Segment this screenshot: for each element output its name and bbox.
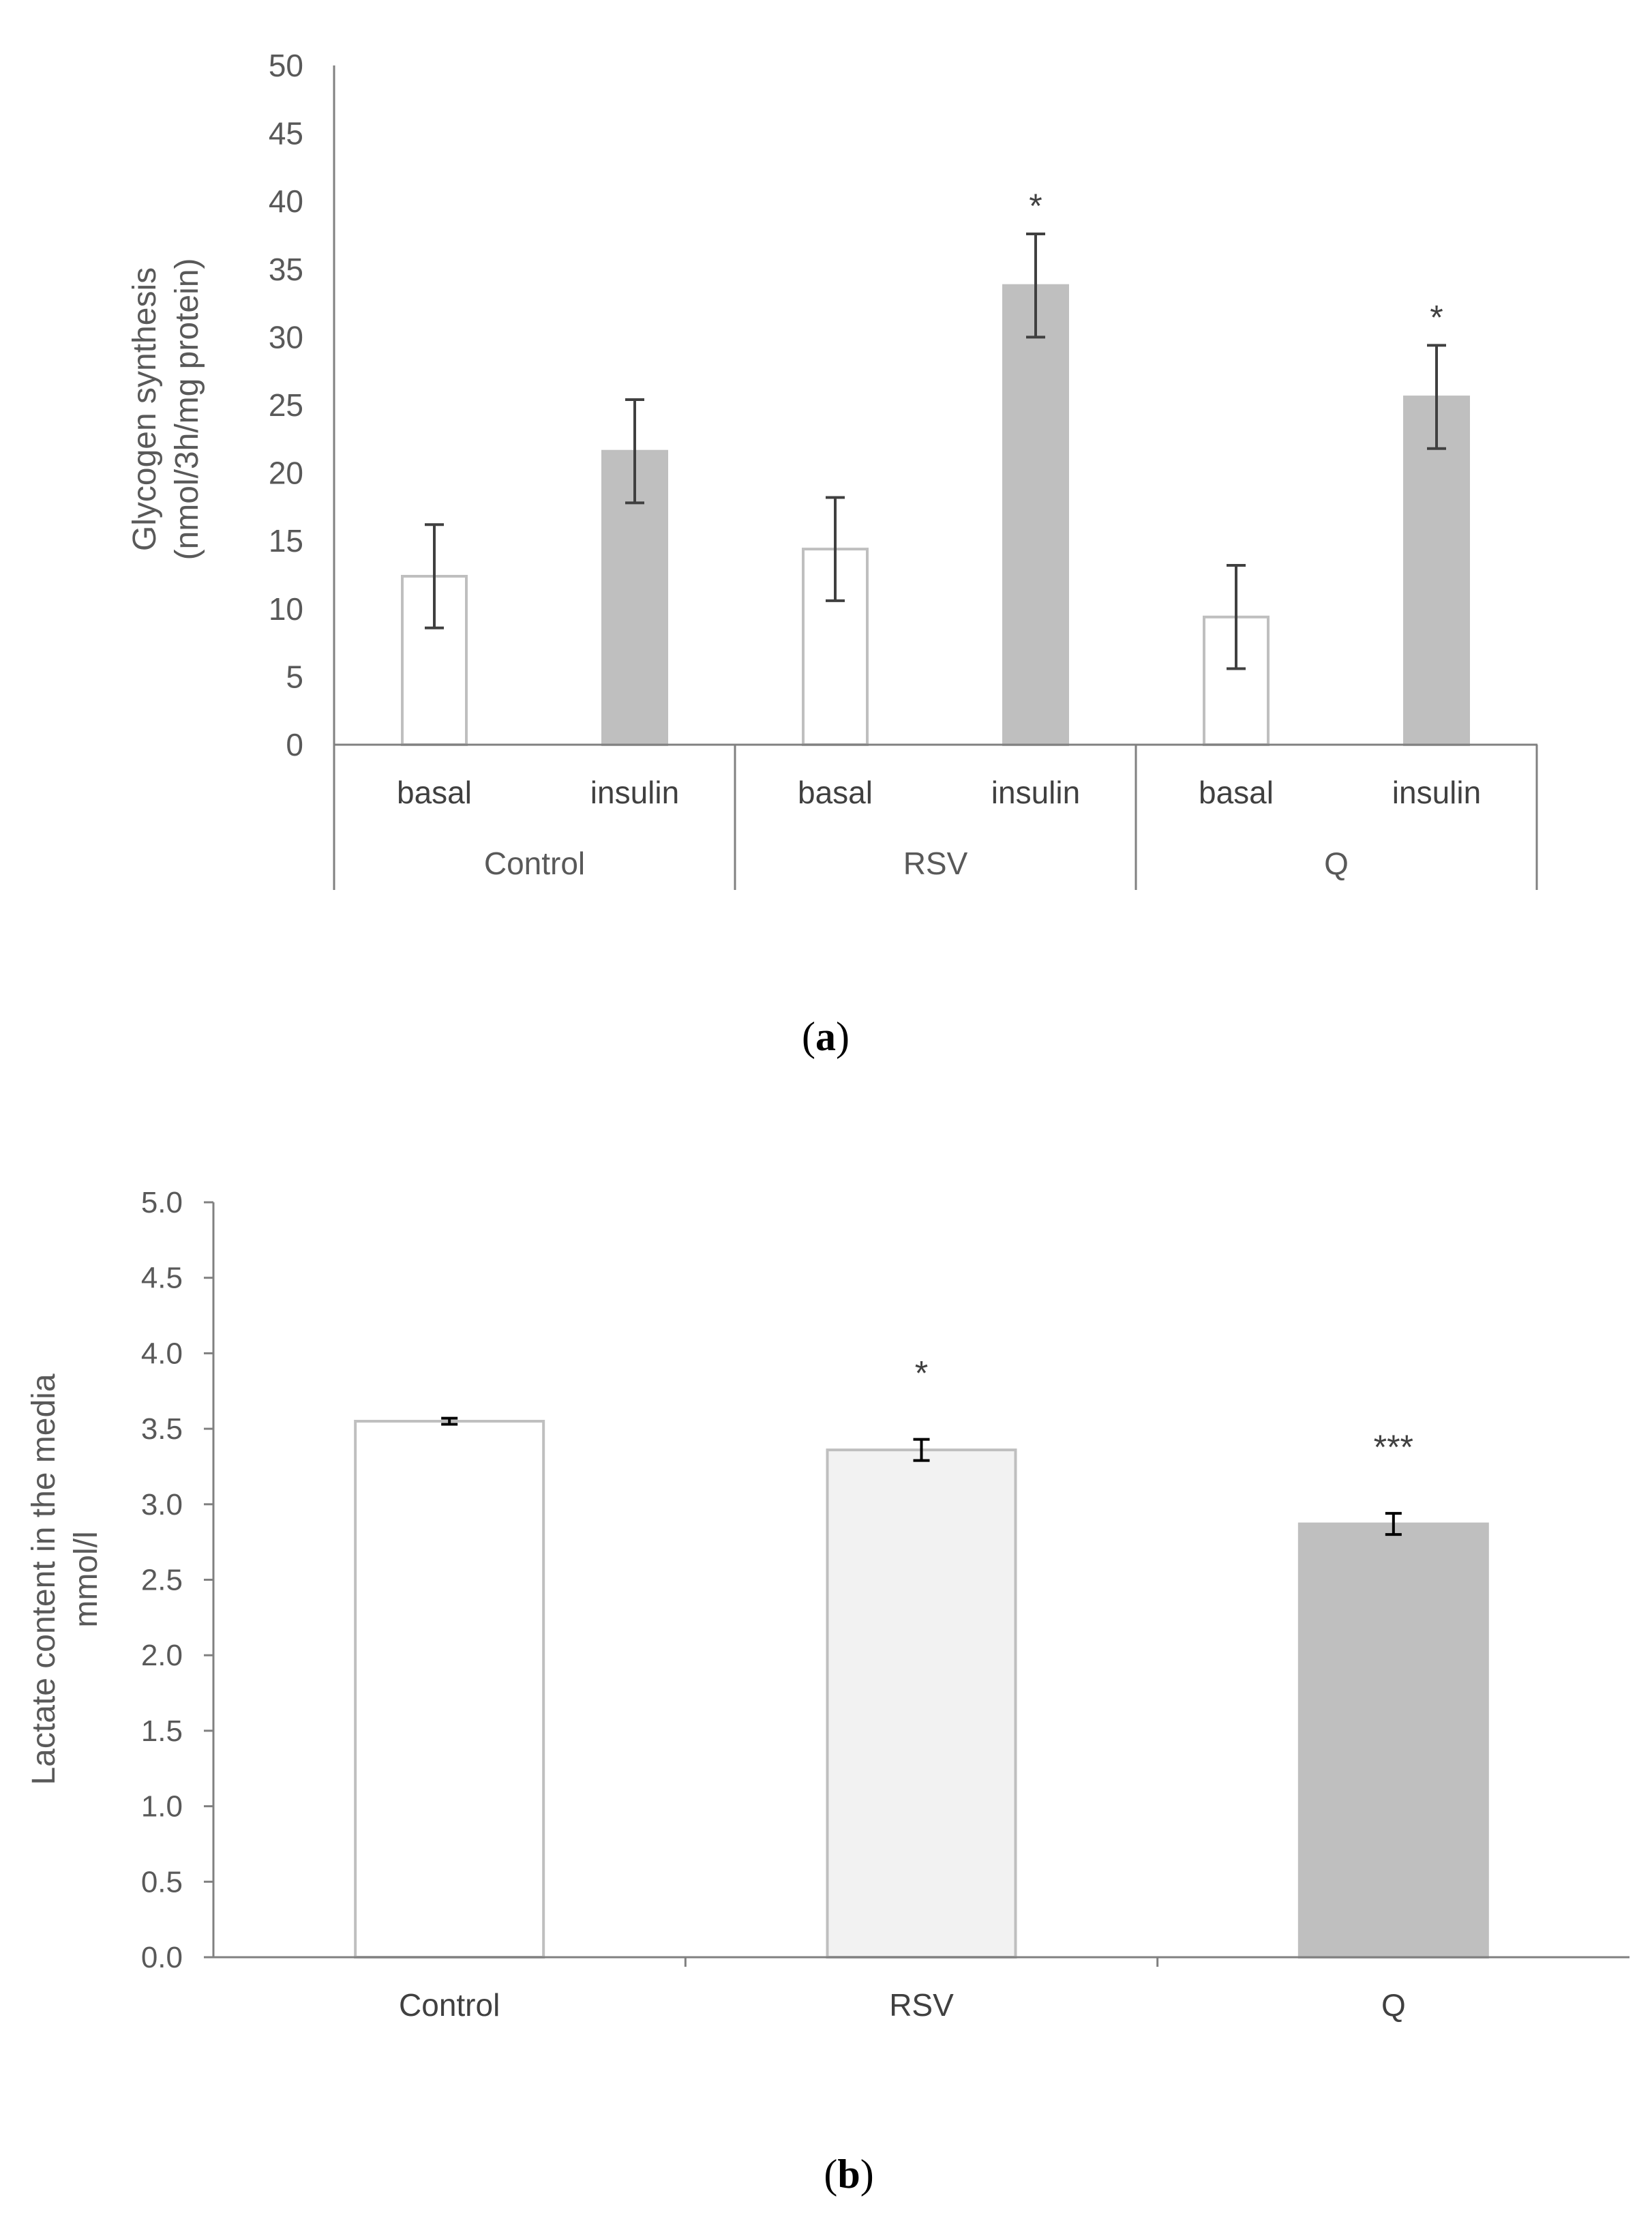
- bar-rsv: [826, 1448, 1017, 1959]
- x-category-label: insulin: [590, 775, 679, 810]
- y-tick-label: 5: [286, 659, 303, 694]
- y-tick-label: 50: [269, 48, 303, 83]
- y-axis-label-line-1: Glycogen synthesis: [127, 267, 163, 551]
- x-category-label: basal: [397, 775, 472, 810]
- x-category-label: insulin: [1392, 775, 1481, 810]
- y-tick-label: 0: [286, 727, 303, 762]
- y-tick-label: 15: [269, 523, 303, 559]
- y-tick-label: 10: [269, 591, 303, 627]
- x-category-label: basal: [1199, 775, 1274, 810]
- y-axis-label-line-2: mmol/l: [68, 1531, 104, 1627]
- y-tick-label: 2.0: [141, 1639, 183, 1672]
- y-axis-label-line-1: Lactate content in the media: [26, 1373, 62, 1785]
- y-tick-label: 3.0: [141, 1488, 183, 1521]
- y-tick-label: 35: [269, 252, 303, 287]
- x-category-label: basal: [798, 775, 873, 810]
- y-tick-label: 30: [269, 319, 303, 355]
- bar-control: [354, 1420, 545, 1959]
- y-tick-label: 0.0: [141, 1941, 183, 1974]
- chart-panel-b: 0.00.51.01.52.02.53.03.54.04.55.0 **** C…: [26, 1186, 1630, 2197]
- significance-marker: ***: [1374, 1428, 1413, 1466]
- y-tick-label: 2.5: [141, 1564, 183, 1597]
- bar-q: [1297, 1522, 1489, 1959]
- x-category-label: Control: [399, 1987, 500, 2023]
- y-tick-label: 45: [269, 116, 303, 151]
- y-tick-label: 4.5: [141, 1262, 183, 1295]
- x-category-label: Q: [1381, 1987, 1406, 2023]
- y-tick-label: 4.0: [141, 1337, 183, 1370]
- y-tick-label: 25: [269, 387, 303, 423]
- significance-marker: *: [915, 1354, 928, 1393]
- y-tick-label: 20: [269, 456, 303, 491]
- y-tick-label: 0.5: [141, 1865, 183, 1899]
- y-tick-label: 3.5: [141, 1412, 183, 1446]
- x-category-label: RSV: [889, 1987, 954, 2023]
- y-tick-label: 5.0: [141, 1186, 183, 1219]
- x-category-label: insulin: [991, 775, 1080, 810]
- chart-panel-a: 0 5 10 15 20 25 30 35 40 45 50 * * basal insulin basa…: [127, 48, 1538, 1059]
- caption-b: (b): [824, 2152, 873, 2197]
- y-axis-label-line-2: (nmol/3h/mg protein): [169, 258, 205, 561]
- group-label: Control: [484, 846, 585, 881]
- significance-marker: *: [1029, 187, 1042, 225]
- y-tick-label: 1.0: [141, 1790, 183, 1824]
- y-tick-label: 1.5: [141, 1714, 183, 1748]
- bar-q-basal: [1203, 615, 1270, 747]
- caption-a: (a): [802, 1014, 850, 1059]
- group-label: Q: [1324, 846, 1349, 881]
- significance-marker: *: [1430, 298, 1443, 336]
- bar-rsv-insulin: [1002, 284, 1069, 747]
- y-tick-label: 40: [269, 183, 303, 219]
- group-label: RSV: [903, 846, 968, 881]
